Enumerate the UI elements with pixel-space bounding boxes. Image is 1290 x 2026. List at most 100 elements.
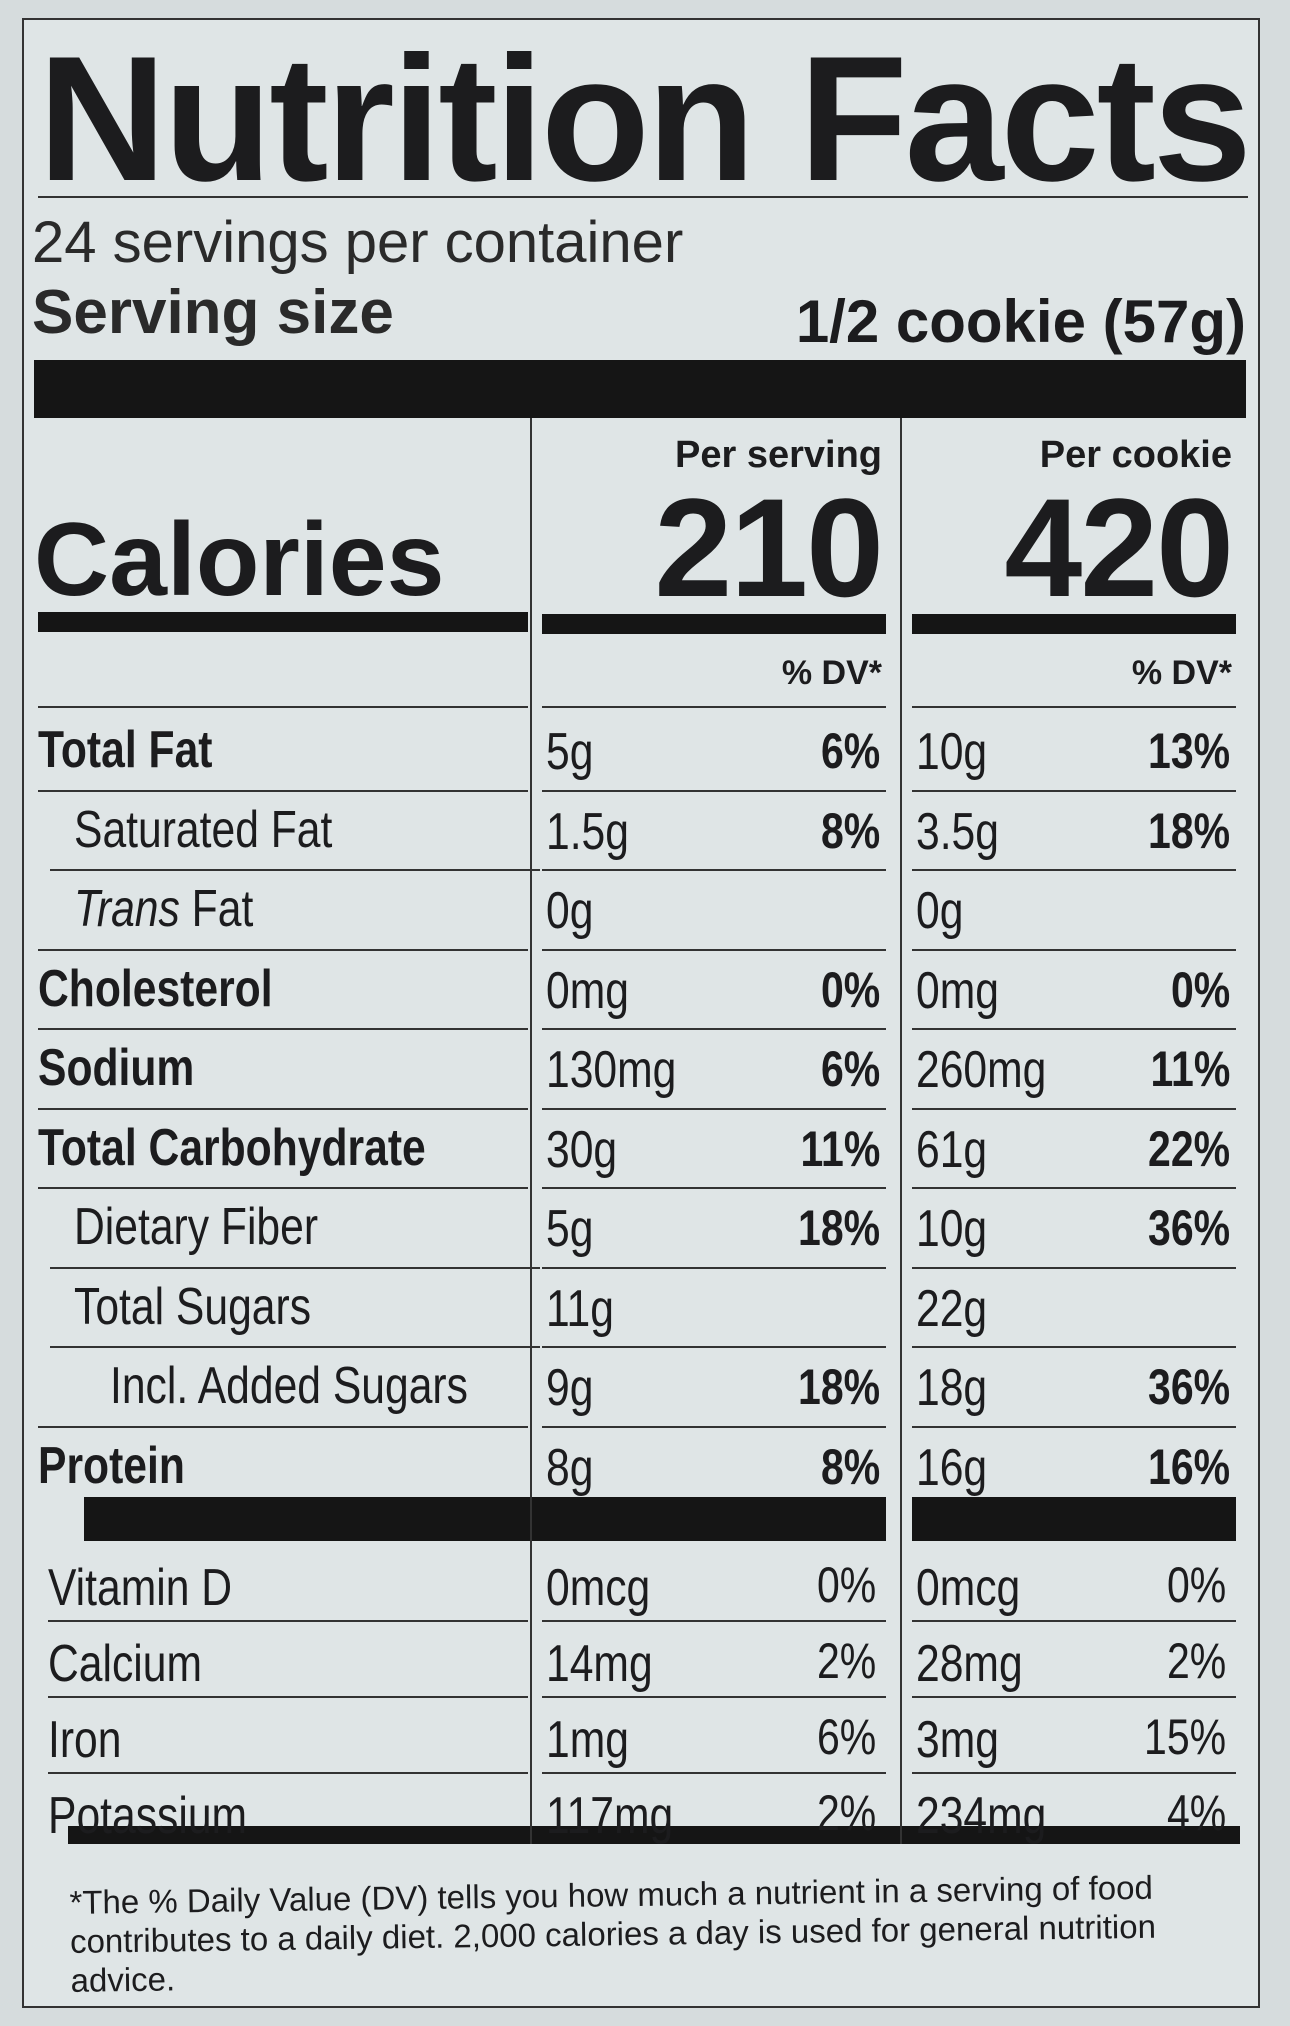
nutrient-name: Trans Fat [74,883,293,935]
calories-value: 420 [1004,469,1234,626]
nutrient-name: Total Carbohydrate [38,1118,426,1177]
vitamin-name: Potassium [48,1787,248,1845]
rule [912,1187,1236,1189]
nutrition-label: Nutrition Facts 24 servings per containe… [22,18,1260,2008]
dv: 36% [1147,1200,1230,1256]
dv-heading: % DV* [1131,654,1232,692]
dv: 0% [820,961,880,1018]
amount: 0g [546,882,594,940]
nutrient-name: Total Sugars [74,1277,312,1336]
amount: 9g [546,1359,594,1417]
bar [38,612,528,632]
dv-heading: % DV* [781,654,882,692]
dv: 8% [820,1438,880,1495]
rule [912,1266,1236,1269]
footnote: *The % Daily Value (DV) tells you how mu… [69,1868,1157,1999]
rule [48,1620,528,1622]
rule [38,1187,528,1189]
vitamin-name: Iron [48,1711,122,1769]
rule [542,948,886,951]
dv: 36% [1147,1359,1230,1415]
amount: 10g [916,1200,988,1258]
dv: 0% [1166,1557,1226,1613]
amount: 117mg [546,1787,674,1845]
amount: 8g [546,1438,594,1497]
nutrient-name: Sodium [38,1039,195,1097]
rule [542,1346,886,1348]
rule [50,869,540,871]
rule [542,1425,886,1428]
rule [542,869,886,871]
dv: 13% [1147,723,1230,779]
rule [912,1028,1236,1030]
rule [912,1620,1236,1622]
dv: 2% [1166,1633,1226,1689]
rule [912,789,1236,792]
rule [38,706,528,708]
rule [542,1028,886,1030]
dv: 6% [820,1041,880,1097]
amount: 130mg [546,1041,677,1099]
name-part: Trans [74,880,180,938]
amount: 234mg [916,1787,1047,1845]
vitamin-name: Vitamin D [48,1559,233,1617]
amount: 30g [546,1120,618,1179]
rule [912,1696,1236,1698]
amount: 28mg [916,1635,1023,1693]
bar [912,614,1236,634]
dv: 6% [820,723,880,779]
rule [48,1696,528,1698]
amount: 61g [916,1120,988,1179]
dv: 2% [816,1785,876,1841]
rule [38,1425,528,1428]
rule [542,706,886,708]
amount: 14mg [546,1635,653,1693]
nutrient-name: Cholesterol [38,959,273,1018]
rule [912,706,1236,708]
amount: 5g [546,1200,594,1258]
column-divider [900,418,902,1844]
amount: 0mcg [546,1559,651,1617]
name-part: Fat [191,880,254,938]
rule [912,1346,1236,1348]
rule [38,1028,528,1030]
dv: 18% [797,1359,880,1415]
amount: 0g [916,882,964,940]
serving-size-label: Serving size [32,278,394,347]
rule [48,1772,528,1774]
dv: 15% [1143,1709,1226,1765]
dv: 22% [1147,1120,1230,1177]
nutrient-name: Protein [38,1436,185,1495]
calories-label: Calories [34,502,445,618]
rule [912,1425,1236,1428]
rule [542,1107,886,1110]
dv: 4% [1166,1785,1226,1841]
column-heading: Per serving [675,434,882,476]
rule [38,196,1248,198]
nutrient-name: Dietary Fiber [74,1198,319,1256]
amount: 0mcg [916,1559,1021,1617]
column-divider [530,418,532,1844]
amount: 0mg [546,961,629,1020]
dv: 11% [1150,1041,1230,1097]
amount: 16g [916,1438,988,1497]
title: Nutrition Facts [38,19,1252,218]
dv: 18% [1147,802,1230,859]
servings: 24 servings per container [32,210,684,275]
rule [542,1266,886,1269]
rule [912,1107,1236,1110]
bar [542,614,886,634]
amount: 0mg [916,961,999,1020]
amount: 1.5g [546,802,629,861]
dv: 0% [816,1557,876,1613]
amount: 10g [916,723,988,781]
rule [38,789,528,792]
rule [50,1266,540,1269]
dv: 8% [820,802,880,859]
rule [912,869,1236,871]
bar [542,1497,886,1541]
rule [542,1772,886,1774]
vitamin-name: Calcium [48,1635,203,1693]
rule [542,1696,886,1698]
nutrient-name: Total Fat [38,721,213,779]
